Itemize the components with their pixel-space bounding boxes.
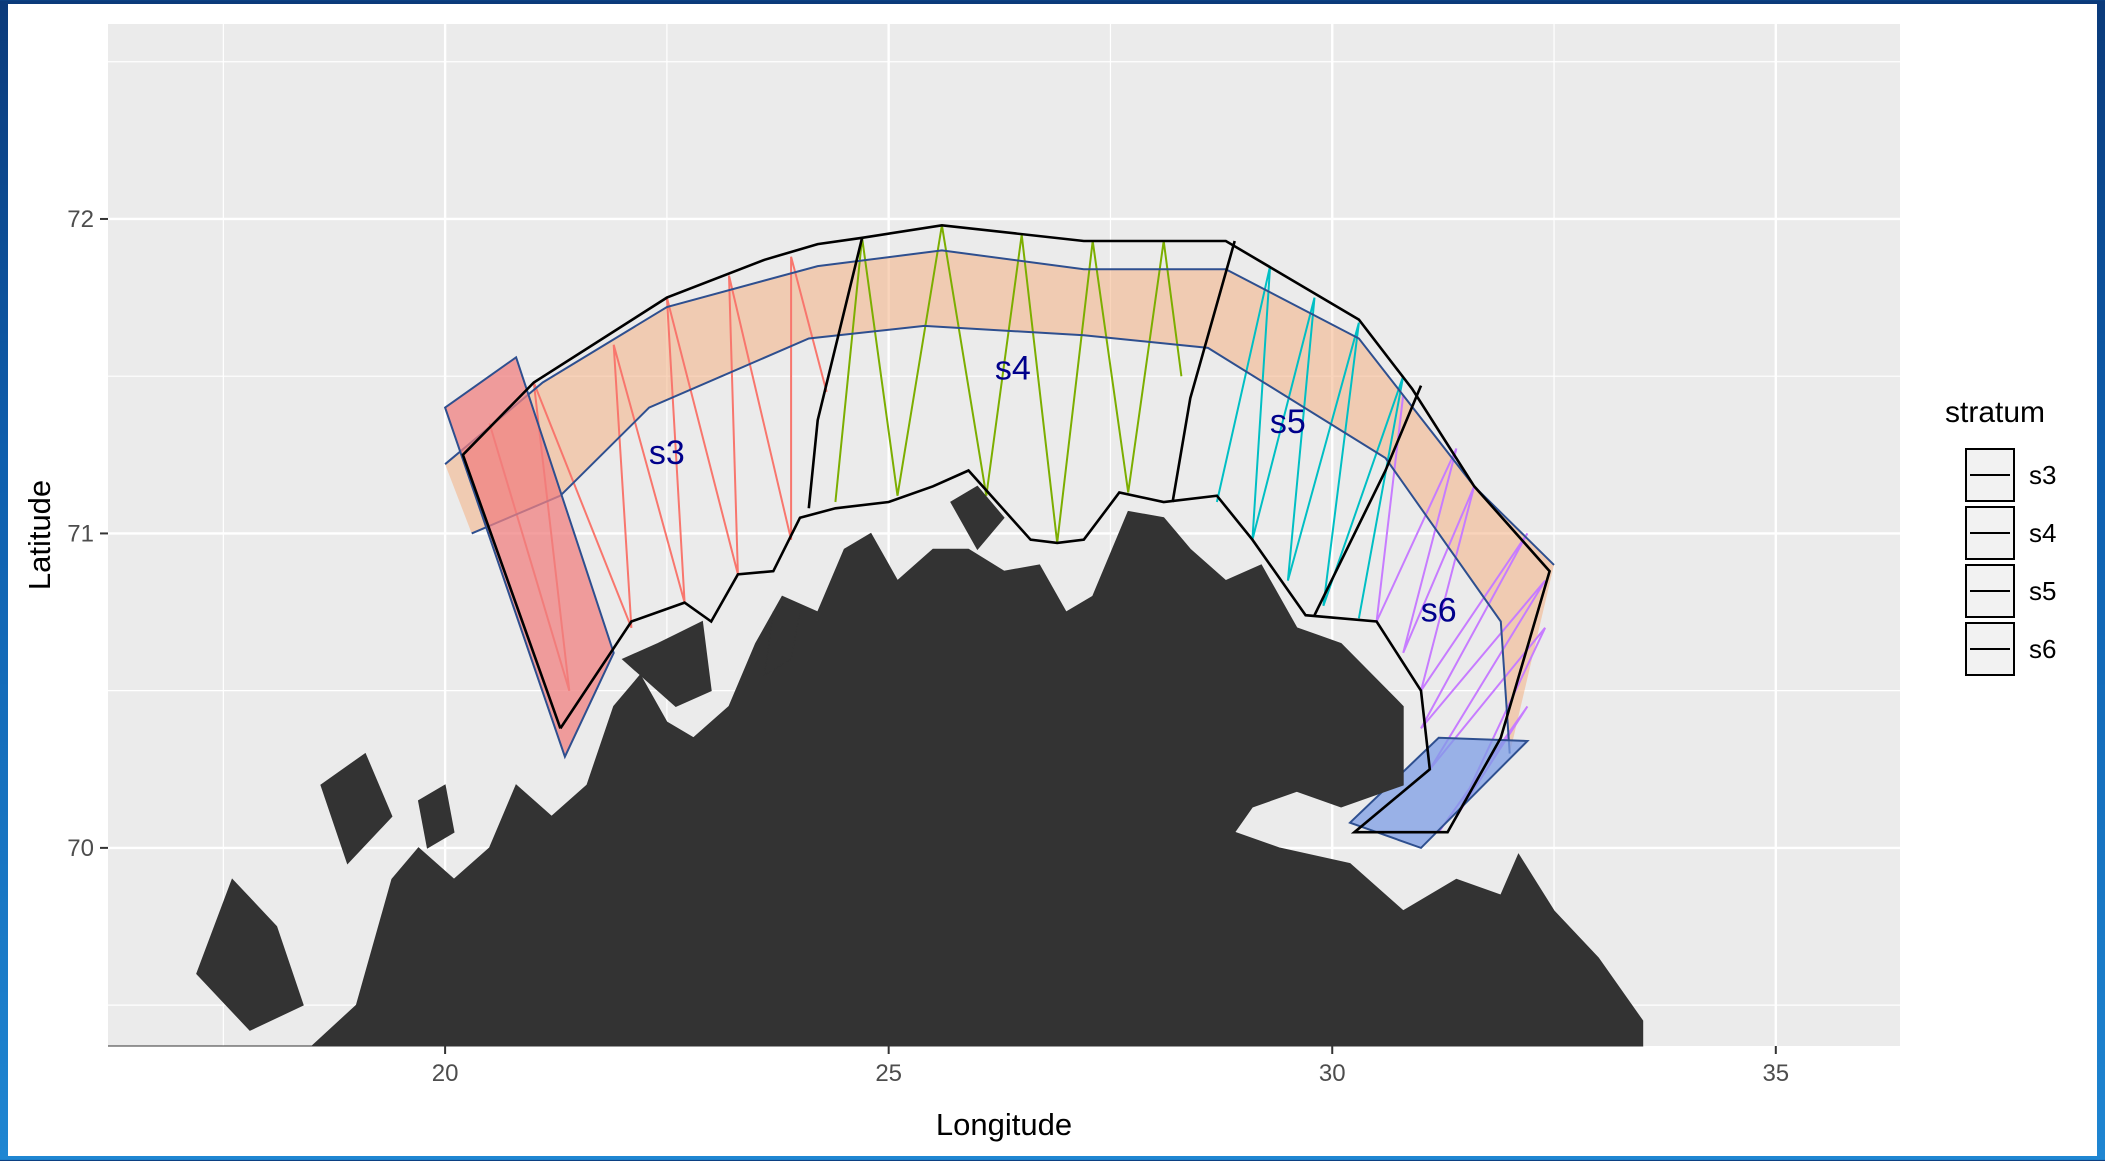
strata-outline: [461, 223, 1552, 834]
land-polygon: [950, 485, 1005, 551]
stratum-label: s4: [995, 349, 1031, 387]
legend-label: s3: [2029, 460, 2056, 490]
strata-divider: [1313, 385, 1423, 616]
x-axis-title: Longitude: [936, 1107, 1072, 1142]
figure-frame: s3 s4 s5 s6 20 25 30 35 70 71 72 Longitude Latitu…: [8, 4, 2097, 1156]
stratum-label: s5: [1270, 403, 1306, 441]
band-inner-line: [471, 324, 1511, 754]
land-polygon: [108, 510, 1644, 1047]
x-tick-label: 25: [875, 1060, 902, 1087]
stratum-label: s6: [1421, 591, 1457, 629]
stratum-label: s3: [649, 434, 685, 472]
y-tick-label: 72: [67, 206, 94, 233]
axes: 20 25 30 35 70 71 72: [67, 206, 1789, 1087]
survey-band: [445, 250, 1555, 754]
strata-divider: [1171, 240, 1236, 503]
legend-label: s5: [2029, 576, 2056, 606]
y-tick-label: 71: [67, 520, 94, 547]
box-red: [443, 355, 615, 760]
y-axis-title: Latitude: [22, 480, 57, 590]
legend: stratum s3 s4 s5 s6: [1945, 396, 2056, 676]
land-polygon: [417, 784, 455, 849]
x-tick-label: 30: [1319, 1060, 1346, 1087]
band-outer-line: [444, 249, 1555, 566]
land-polygon: [320, 752, 393, 865]
x-tick-label: 20: [432, 1060, 459, 1087]
legend-label: s4: [2029, 518, 2056, 548]
land-polygon: [621, 620, 712, 707]
strata-divider: [807, 237, 864, 509]
y-tick-label: 70: [67, 835, 94, 862]
x-tick-label: 35: [1762, 1060, 1789, 1087]
legend-title: stratum: [1945, 396, 2045, 429]
data-layer: s3 s4 s5 s6: [108, 223, 1644, 1047]
box-blue: [1348, 736, 1530, 850]
legend-label: s6: [2029, 634, 2056, 664]
map-chart: s3 s4 s5 s6 20 25 30 35 70 71 72 Longitude Latitu…: [22, 24, 2056, 1142]
land-polygon: [763, 611, 801, 676]
land-polygon: [196, 878, 304, 1031]
